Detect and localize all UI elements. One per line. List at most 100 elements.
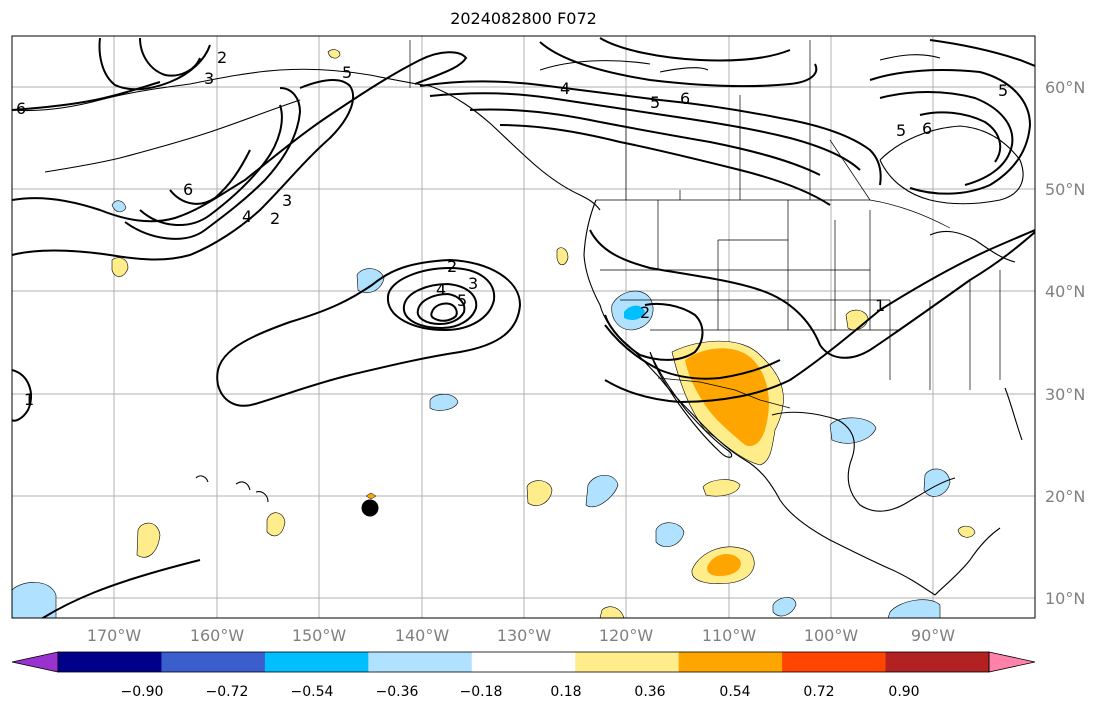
hudson-bay (879, 125, 1024, 205)
colorbar-tick-label: 0.18 (550, 684, 582, 700)
lon-label: 120°W (598, 626, 654, 645)
contour-ridge-3 (469, 108, 821, 176)
cool-blob-south-2 (887, 599, 941, 618)
lon-label: 160°W (189, 626, 245, 645)
contour-ridge-4 (499, 124, 831, 206)
lon-label: 170°W (86, 626, 142, 645)
cool-blob-pacific-4 (655, 522, 685, 547)
cool-blob-pacific-2 (429, 393, 459, 411)
contour-label: 3 (282, 191, 292, 210)
contour-label: 4 (436, 280, 446, 299)
lat-label: 30°N (1045, 385, 1086, 404)
contour-hudson-2 (879, 91, 1014, 186)
contour-label: 5 (998, 81, 1008, 100)
colorbar-under-arrow (11, 651, 59, 673)
lon-label: 110°W (701, 626, 757, 645)
alaska-peninsula (44, 99, 301, 173)
contour-2-california (604, 302, 704, 361)
lon-label: 90°W (910, 626, 956, 645)
contour-low-3 (402, 282, 478, 330)
hawaii-islands (195, 475, 269, 503)
cold-core-california (624, 305, 645, 320)
contour-low-4 (416, 292, 466, 326)
contour-label: 5 (650, 93, 660, 112)
lon-label: 100°W (803, 626, 859, 645)
colorbar-tick-label: 0.54 (719, 684, 751, 700)
lat-label: 50°N (1045, 180, 1086, 199)
lat-label: 20°N (1045, 487, 1086, 506)
colorbar-tick-label: 0.72 (803, 684, 835, 700)
north-america-west-coast (583, 199, 936, 596)
contour-canada-6 (599, 37, 791, 62)
lat-label: 60°N (1045, 78, 1086, 97)
cool-blob-pacific-3 (585, 474, 619, 507)
contour-hudson-low (869, 69, 1032, 195)
contour-alaska-6 (169, 149, 251, 205)
colorbar-segment (368, 652, 473, 672)
warm-blob-north (327, 49, 341, 59)
mexico-gulf-coast (771, 411, 956, 512)
colorbar-tick-label: −0.36 (375, 684, 419, 700)
contour-label: 1 (24, 390, 34, 409)
warm-blob-pacific-1 (526, 480, 553, 506)
contour-bering-2 (139, 37, 201, 77)
florida (1004, 387, 1023, 441)
contour-low-5 (430, 302, 458, 322)
contour-label: 3 (204, 69, 214, 88)
contour-label: 2 (640, 303, 650, 322)
contour-alaska-2 (12, 79, 355, 261)
contour-lines (12, 37, 1035, 618)
contour-label: 6 (680, 89, 690, 108)
warm-blob-pacific-2 (136, 522, 161, 558)
colorbar-segment (161, 652, 266, 672)
cool-blob-southwest-corner (12, 582, 57, 618)
lon-label: 130°W (496, 626, 552, 645)
cool-blob-south-1 (772, 597, 797, 617)
contour-1-southwest (604, 324, 781, 380)
arctic-islands (539, 54, 941, 73)
contour-ridge-1 (40, 559, 201, 618)
contour-canada-5 (539, 41, 818, 88)
colorbar-segment (575, 652, 680, 672)
warm-blob-pacific-3 (266, 512, 286, 537)
contour-label: 4 (560, 79, 570, 98)
colorbar-segment (678, 652, 783, 672)
colorbar-segment (58, 652, 162, 672)
warm-blob-central-america (957, 525, 976, 538)
contour-label: 6 (16, 99, 26, 118)
position-marker (361, 499, 379, 517)
hot-blob-offshore-mexico (707, 553, 741, 576)
lon-label: 140°W (394, 626, 450, 645)
colorbar-tick-label: −0.54 (290, 684, 334, 700)
cool-blob-yucatan (923, 468, 951, 497)
colorbar-tick-label: 0.90 (888, 684, 920, 700)
colorbar-segment (264, 652, 369, 672)
contour-ridge-main (419, 80, 882, 186)
warm-blob-baja (702, 479, 741, 497)
contour-label: 3 (468, 274, 478, 293)
contour-label: 1 (875, 296, 885, 315)
contour-1-southeast (604, 229, 1035, 404)
contour-closed-low-outer (216, 258, 522, 407)
colorbar-segment (782, 652, 887, 672)
contour-alaska-3 (124, 87, 302, 240)
map-title: 2024082800 F072 (450, 9, 597, 28)
warm-blob-south-edge (599, 606, 625, 618)
central-america (934, 527, 1001, 596)
alaska-coast (12, 68, 431, 112)
cool-blob-aleutian (111, 200, 127, 213)
contour-label: 5 (342, 63, 352, 82)
contour-label: 5 (896, 121, 906, 140)
colorbar-over-arrow (988, 651, 1036, 673)
us-mexico-border (657, 377, 791, 409)
contour-hudson-3 (919, 111, 1002, 163)
colorbar-tick-label: −0.18 (459, 684, 503, 700)
map-frame (11, 35, 1036, 619)
graticule (12, 36, 1035, 618)
colorbar-tick-label: −0.90 (120, 684, 164, 700)
warm-blob-coast (556, 247, 569, 266)
contour-ridge-2 (429, 92, 861, 171)
colorbar-tick-label: −0.72 (205, 684, 249, 700)
cool-blob-pacific-1 (356, 268, 385, 294)
